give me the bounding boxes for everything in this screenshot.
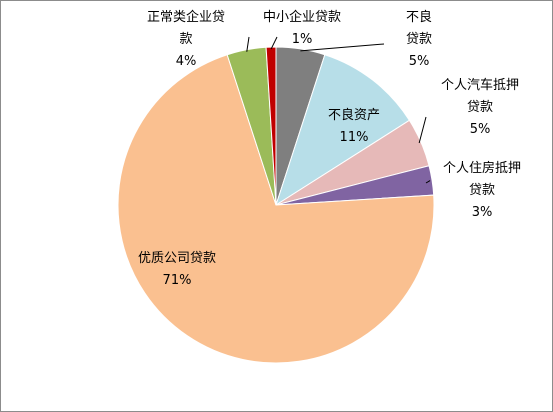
slice-name-label: 贷款 [467,100,493,115]
slice-name-label: 中小企业贷款 [263,9,341,25]
pie-slice-5 [117,54,435,364]
slice-percent-label: 5% [470,122,491,137]
slice-name-label: 优质公司贷款 [138,251,216,266]
slice-label-5: 优质公司贷款 71% [138,251,216,288]
slices-layer [117,46,435,364]
slice-label-7: 中小企业贷款 1% [263,9,341,47]
leader-line-4 [425,180,431,184]
leader-lines [246,36,431,184]
leader-line-1 [300,43,385,52]
pie-slice-2 [275,54,411,207]
pie-slice-7 [265,46,277,206]
slice-percent-label: 3% [472,205,493,220]
slice-label-2: 不良资产 11% [328,107,380,145]
slice-percent-label: 4% [176,54,197,69]
slice-percent-label: 1% [292,32,313,47]
leader-line-6 [246,36,250,52]
slice-name-label: 不良资产 [328,107,380,123]
slice-percent-label: 5% [409,54,430,69]
labels-layer: 不良贷款5%不良资产11%个人汽车抵押贷款5%个人住房抵押贷款3%优质公司贷款7… [138,9,521,288]
slice-name-label: 个人汽车抵押 [441,77,519,93]
slice-name-label: 贷款 [469,183,495,198]
slice-percent-label: 71% [163,273,192,288]
slice-name-label: 不良 [406,9,432,25]
leader-line-7 [270,36,278,50]
leader-line-3 [418,116,427,144]
slice-name-label: 正常类企业贷 [147,9,225,25]
slice-percent-label: 11% [340,130,369,145]
slice-name-label: 贷款 [406,32,432,47]
slice-name-label: 个人住房抵押 [443,160,521,176]
slice-name-label: 款 [179,32,192,47]
